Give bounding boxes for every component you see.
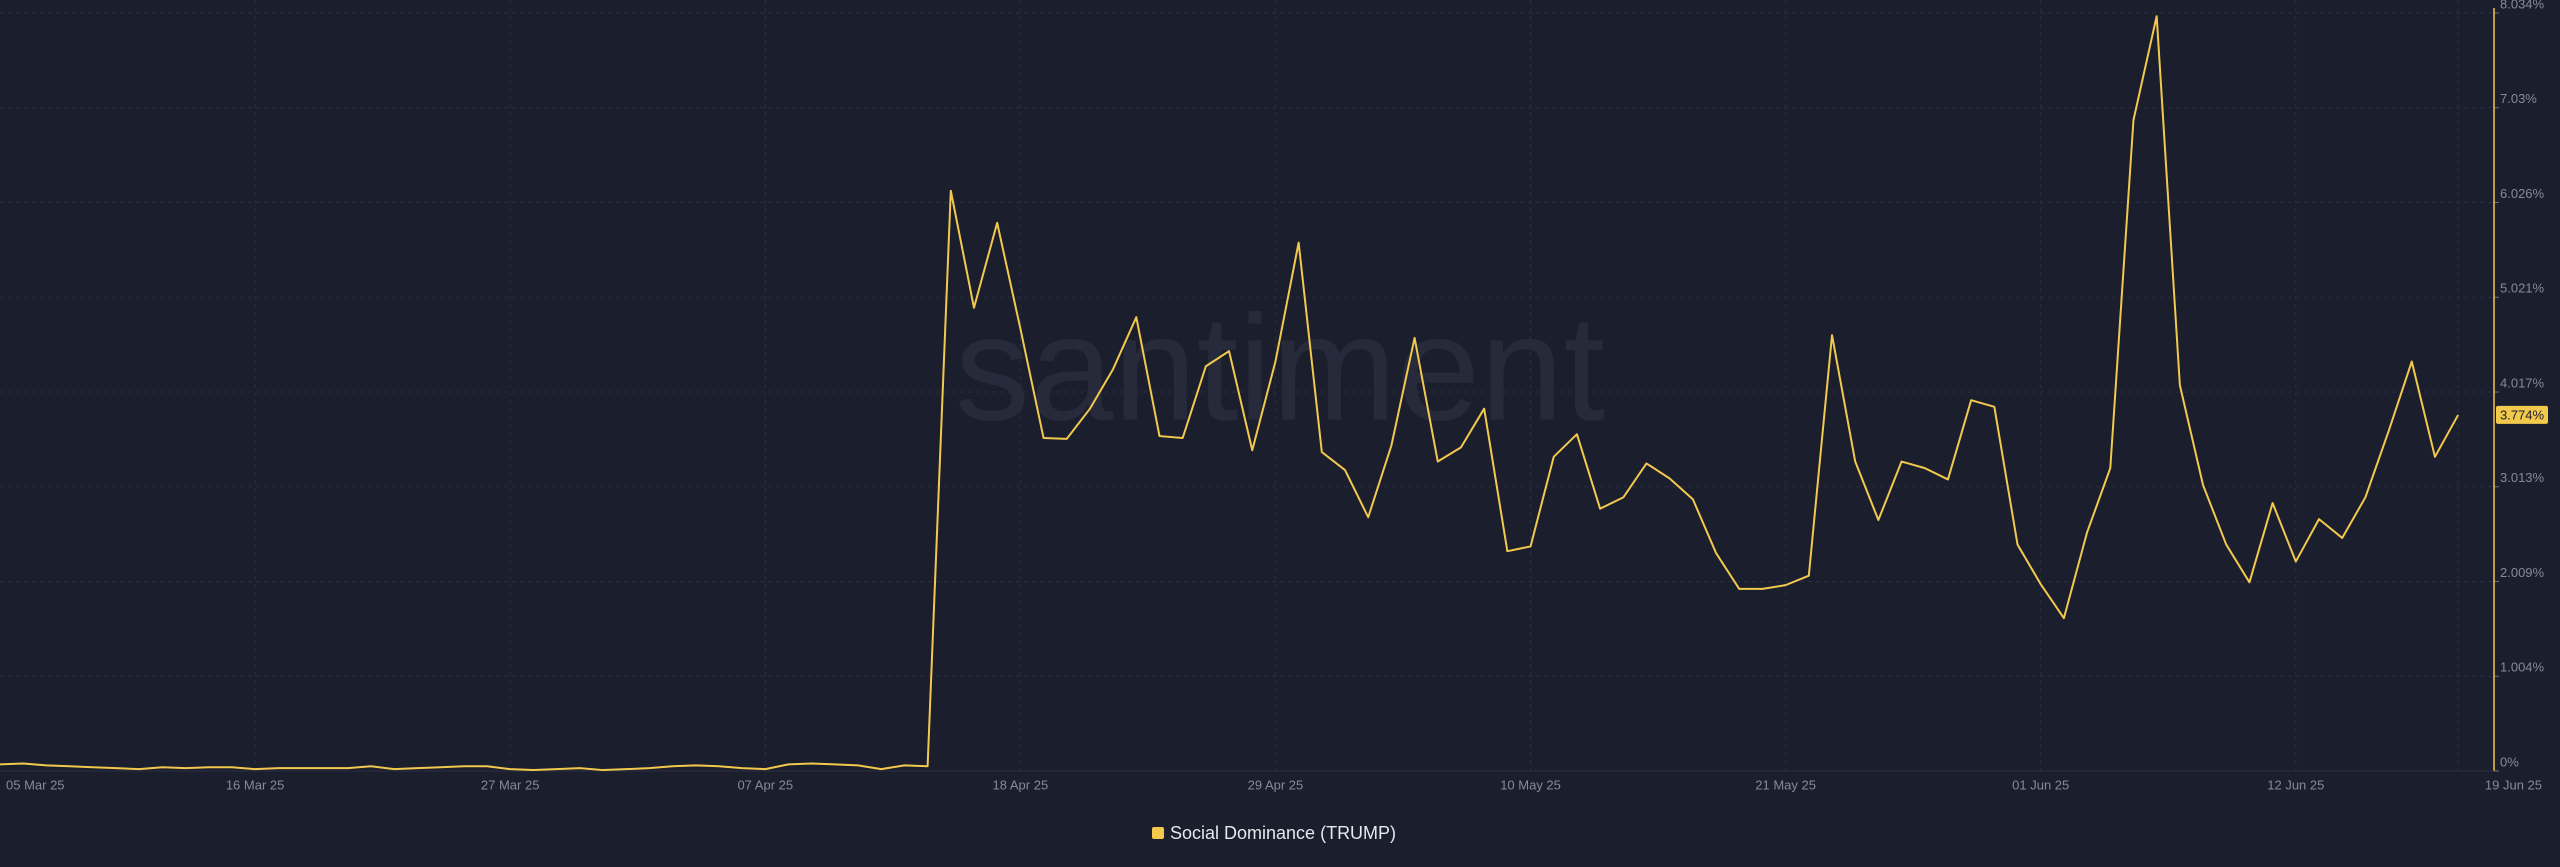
x-tick-label: 16 Mar 25 bbox=[226, 777, 285, 792]
y-tick-label: 1.004% bbox=[2500, 660, 2545, 675]
x-tick-label: 10 May 25 bbox=[1500, 777, 1561, 792]
line bbox=[0, 15, 2460, 772]
x-tick-label: 01 Jun 25 bbox=[2012, 777, 2069, 792]
watermark: santiment bbox=[955, 284, 1605, 452]
x-tick-label: 05 Mar 25 bbox=[6, 777, 65, 792]
x-tick-label: 12 Jun 25 bbox=[2267, 777, 2324, 792]
y-tick-label: 3.013% bbox=[2500, 470, 2545, 485]
y-tick-label: 0% bbox=[2500, 754, 2519, 769]
y-tick-label: 6.026% bbox=[2500, 186, 2545, 201]
value-label: 3.774% bbox=[2500, 407, 2545, 422]
y-tick-label: 8.034% bbox=[2500, 0, 2545, 11]
y-tick-label: 2.009% bbox=[2500, 565, 2545, 580]
x-tick-label: 18 Apr 25 bbox=[993, 777, 1049, 792]
value-tag bbox=[2496, 405, 2548, 424]
x-tick-label: 27 Mar 25 bbox=[481, 777, 540, 792]
x-tick-label: 29 Apr 25 bbox=[1248, 777, 1304, 792]
legend-swatch bbox=[1152, 827, 1164, 839]
x-tick-label: 19 Jun 25 bbox=[2485, 777, 2542, 792]
x-tick-label: 07 Apr 25 bbox=[737, 777, 793, 792]
y-tick-label: 4.017% bbox=[2500, 375, 2545, 390]
legend-label: Social Dominance (TRUMP) bbox=[1170, 823, 1396, 843]
x-tick-label: 21 May 25 bbox=[1755, 777, 1816, 792]
y-tick-label: 7.03% bbox=[2500, 91, 2537, 106]
y-tick-label: 5.021% bbox=[2500, 281, 2545, 296]
